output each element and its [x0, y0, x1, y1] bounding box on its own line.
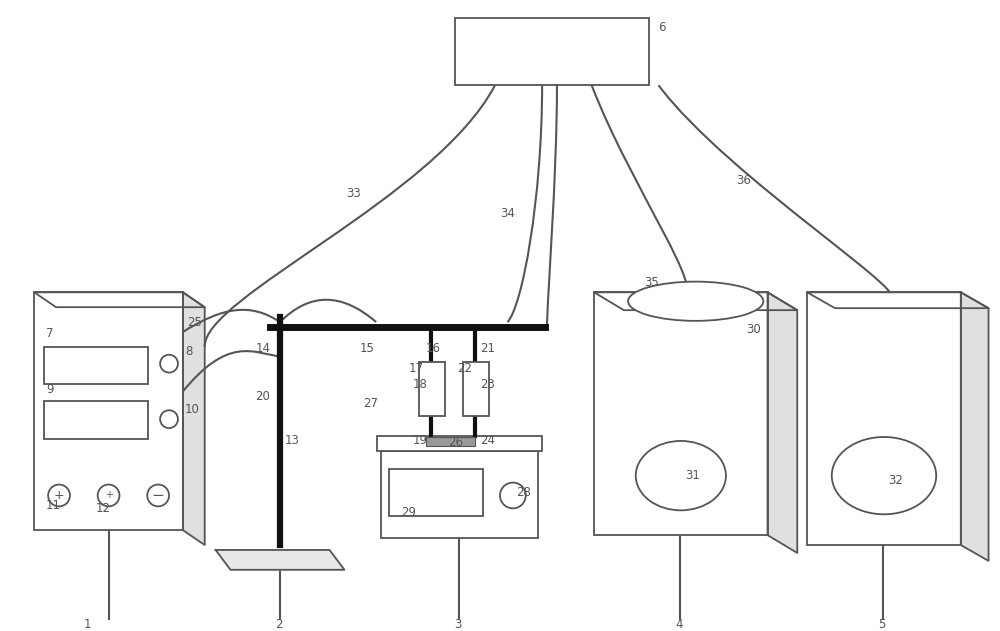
Text: 33: 33	[346, 187, 361, 200]
Polygon shape	[34, 292, 205, 307]
Ellipse shape	[147, 485, 169, 506]
Text: 9: 9	[46, 383, 54, 396]
Text: 36: 36	[736, 174, 751, 187]
Text: 2: 2	[275, 618, 283, 631]
Ellipse shape	[500, 483, 526, 509]
Text: 32: 32	[888, 474, 903, 487]
Text: 34: 34	[500, 206, 515, 220]
Text: 31: 31	[685, 469, 700, 482]
Text: 27: 27	[363, 397, 378, 410]
Text: 20: 20	[255, 390, 270, 403]
Text: 35: 35	[644, 276, 658, 289]
Polygon shape	[183, 292, 205, 545]
Ellipse shape	[160, 355, 178, 372]
Text: 14: 14	[255, 342, 270, 355]
Text: 19: 19	[413, 435, 428, 447]
Ellipse shape	[98, 485, 119, 506]
Bar	[381, 451, 538, 538]
Text: 22: 22	[457, 362, 472, 375]
Text: 16: 16	[426, 342, 441, 355]
Text: 18: 18	[413, 378, 428, 391]
Polygon shape	[768, 292, 797, 553]
Ellipse shape	[628, 281, 763, 321]
Text: 25: 25	[187, 316, 202, 329]
Text: 10: 10	[185, 403, 200, 416]
Text: −: −	[152, 488, 165, 503]
Text: 5: 5	[879, 618, 886, 631]
Ellipse shape	[636, 441, 726, 510]
Text: 13: 13	[285, 435, 300, 447]
Polygon shape	[961, 292, 989, 561]
Bar	[455, 18, 649, 85]
Bar	[377, 436, 542, 451]
Bar	[34, 292, 183, 530]
Text: 8: 8	[185, 345, 192, 358]
Bar	[44, 347, 148, 384]
Text: 30: 30	[746, 324, 760, 336]
Ellipse shape	[832, 437, 936, 514]
Text: 23: 23	[480, 378, 495, 391]
Bar	[44, 401, 148, 439]
Polygon shape	[594, 292, 797, 310]
Polygon shape	[807, 292, 989, 308]
Text: 15: 15	[359, 342, 374, 355]
Ellipse shape	[160, 410, 178, 428]
Text: 17: 17	[409, 362, 424, 375]
Text: 28: 28	[516, 486, 531, 499]
Text: +: +	[54, 489, 64, 502]
Bar	[463, 362, 489, 416]
Bar	[426, 437, 475, 446]
Bar	[389, 469, 483, 516]
Text: 6: 6	[659, 21, 666, 34]
Polygon shape	[216, 550, 344, 570]
Text: 1: 1	[84, 618, 91, 631]
Text: 4: 4	[675, 618, 683, 631]
Text: 26: 26	[448, 437, 463, 449]
Ellipse shape	[48, 485, 70, 506]
Text: 11: 11	[46, 499, 61, 512]
Text: 21: 21	[480, 342, 495, 355]
Text: 12: 12	[96, 502, 111, 515]
Text: 29: 29	[401, 506, 416, 519]
Bar	[419, 362, 445, 416]
Bar	[807, 292, 961, 545]
Bar	[594, 292, 768, 535]
Text: +: +	[105, 490, 113, 500]
Text: 3: 3	[454, 618, 462, 631]
Text: 24: 24	[480, 435, 495, 447]
Text: 7: 7	[46, 327, 54, 341]
